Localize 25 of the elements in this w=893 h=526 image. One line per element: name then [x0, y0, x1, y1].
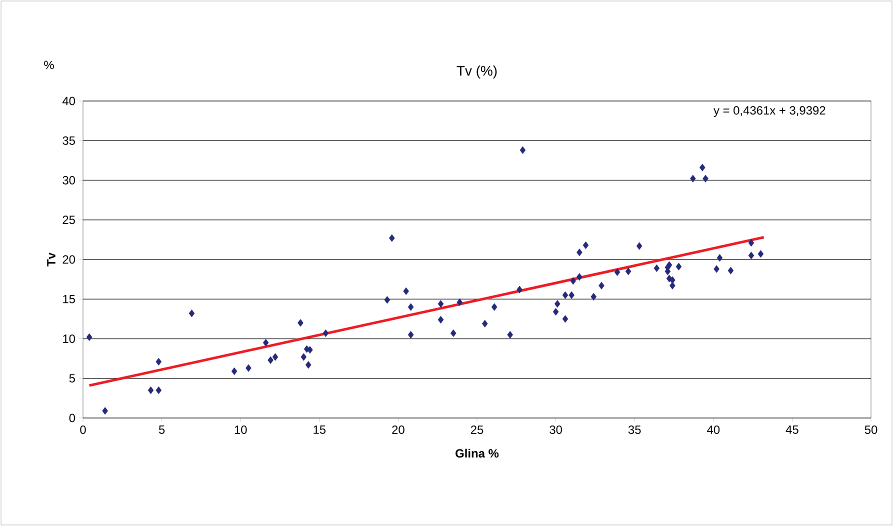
text: % [44, 60, 54, 70]
y-tick-label: 10 [63, 334, 76, 343]
x-tick-label: 45 [786, 426, 798, 434]
x-tick-label: 10 [234, 426, 247, 434]
y-tick-label: 35 [62, 136, 75, 145]
x-tick-label: 40 [707, 426, 720, 434]
x-tick-label: 30 [550, 426, 562, 434]
x-tick-label: 50 [864, 426, 878, 434]
y-tick-label: 20 [62, 255, 76, 264]
x-tick-label: 25 [470, 426, 484, 434]
x-tick-label: 15 [314, 426, 326, 434]
x-tick-label: 5 [158, 426, 165, 434]
y-tick-label: 25 [62, 216, 75, 224]
y-tick-label: 15 [63, 294, 75, 304]
chart-title: Tv (%) [456, 65, 497, 78]
x-axis-title: Glina % [456, 448, 499, 458]
x-tick-label: 0 [80, 426, 86, 434]
annotation: y = 0,4361x + 3,9392 [714, 106, 826, 118]
y-tick-label: 30 [62, 176, 76, 184]
y-tick-label: 0 [69, 414, 76, 422]
y-axis-title: Tv [47, 252, 56, 266]
x-tick-label: 35 [628, 426, 641, 434]
x-tick-label: 20 [392, 426, 404, 434]
y-tick-label: 5 [69, 374, 75, 383]
y-tick-label: 40 [62, 96, 76, 106]
